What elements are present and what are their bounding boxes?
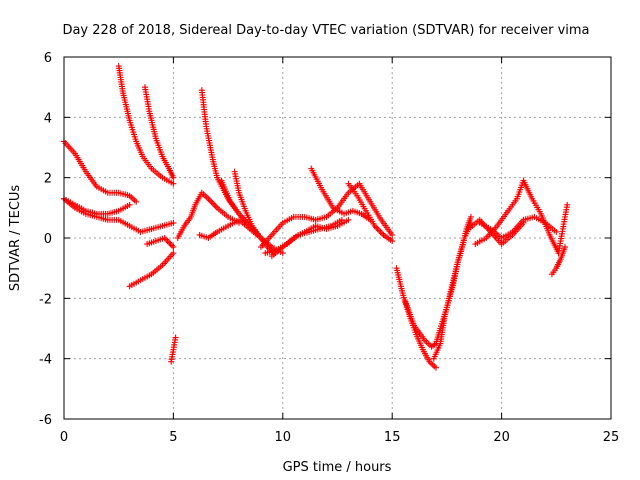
sample-marker <box>166 239 173 246</box>
y-tick-label: -4 <box>39 353 52 368</box>
data-point <box>170 174 177 181</box>
series-arc-7 <box>144 235 177 251</box>
data-point <box>170 219 177 226</box>
sample-marker <box>376 227 383 234</box>
series-arc-26 <box>548 244 569 278</box>
series-arc-1 <box>61 138 140 205</box>
y-tick-label: 2 <box>44 172 52 187</box>
data-point <box>126 201 133 208</box>
series-arc-8 <box>168 334 179 365</box>
y-tick-label: 4 <box>44 111 52 126</box>
data-point <box>553 228 560 235</box>
y-axis-label: SDTVAR / TECUs <box>8 185 23 292</box>
data-point <box>172 334 179 341</box>
chart-title: Day 228 of 2018, Sidereal Day-to-day VTE… <box>62 23 589 38</box>
data-point <box>389 231 396 238</box>
series-arc-4 <box>115 63 177 187</box>
x-tick-label: 0 <box>60 430 68 445</box>
data-point <box>345 216 352 223</box>
y-tick-labels: -6 -4 -2 0 2 4 6 <box>39 51 52 428</box>
x-tick-label: 15 <box>384 430 401 445</box>
sample-marker <box>208 198 215 205</box>
sample-marker <box>212 203 219 210</box>
series-arc-20 <box>393 265 439 371</box>
sample-marker <box>211 201 218 208</box>
x-tick-label: 5 <box>169 430 177 445</box>
data-point <box>170 250 177 257</box>
data-points <box>61 63 571 371</box>
data-point <box>389 238 396 245</box>
y-tick-label: 6 <box>44 51 52 66</box>
series-arc-14 <box>257 213 330 251</box>
sample-marker <box>206 197 213 204</box>
sample-marker <box>373 224 380 231</box>
data-point <box>562 244 569 251</box>
data-point <box>279 250 286 257</box>
data-point <box>564 201 571 208</box>
x-tick-label: 10 <box>275 430 292 445</box>
x-axis-label: GPS time / hours <box>283 460 392 475</box>
series-arc-25 <box>476 213 560 241</box>
data-point <box>467 213 474 220</box>
sample-marker <box>167 241 174 248</box>
y-tick-label: -2 <box>39 292 52 307</box>
sample-marker <box>209 200 216 207</box>
data-point <box>133 198 140 205</box>
x-tick-labels: 0 5 10 15 20 25 <box>60 430 619 445</box>
sample-marker <box>168 242 175 249</box>
y-tick-label: -6 <box>39 413 52 428</box>
series-arc-5 <box>141 84 177 181</box>
x-tick-label: 25 <box>603 430 620 445</box>
series-arc-22 <box>430 213 474 362</box>
data-point <box>170 180 177 187</box>
series-arc-19 <box>345 180 396 245</box>
data-point <box>432 364 439 371</box>
series-arc-24 <box>472 177 571 257</box>
series-arc-15 <box>262 216 345 257</box>
y-tick-label: 0 <box>44 232 52 247</box>
series-arc-18 <box>323 180 396 238</box>
x-tick-label: 20 <box>493 430 510 445</box>
sample-marker <box>377 228 384 235</box>
data-point <box>170 244 177 251</box>
sample-marker <box>164 238 171 245</box>
grid <box>64 57 611 419</box>
series-arc-9 <box>174 189 243 241</box>
plot-frame <box>63 56 612 420</box>
series-arc-16 <box>268 216 352 260</box>
sample-marker <box>163 236 170 243</box>
sample-marker <box>378 230 385 237</box>
series-arc-6 <box>126 250 177 290</box>
series-arc-3 <box>61 195 177 235</box>
sample-marker <box>374 225 381 232</box>
axis-ticks <box>63 56 612 420</box>
